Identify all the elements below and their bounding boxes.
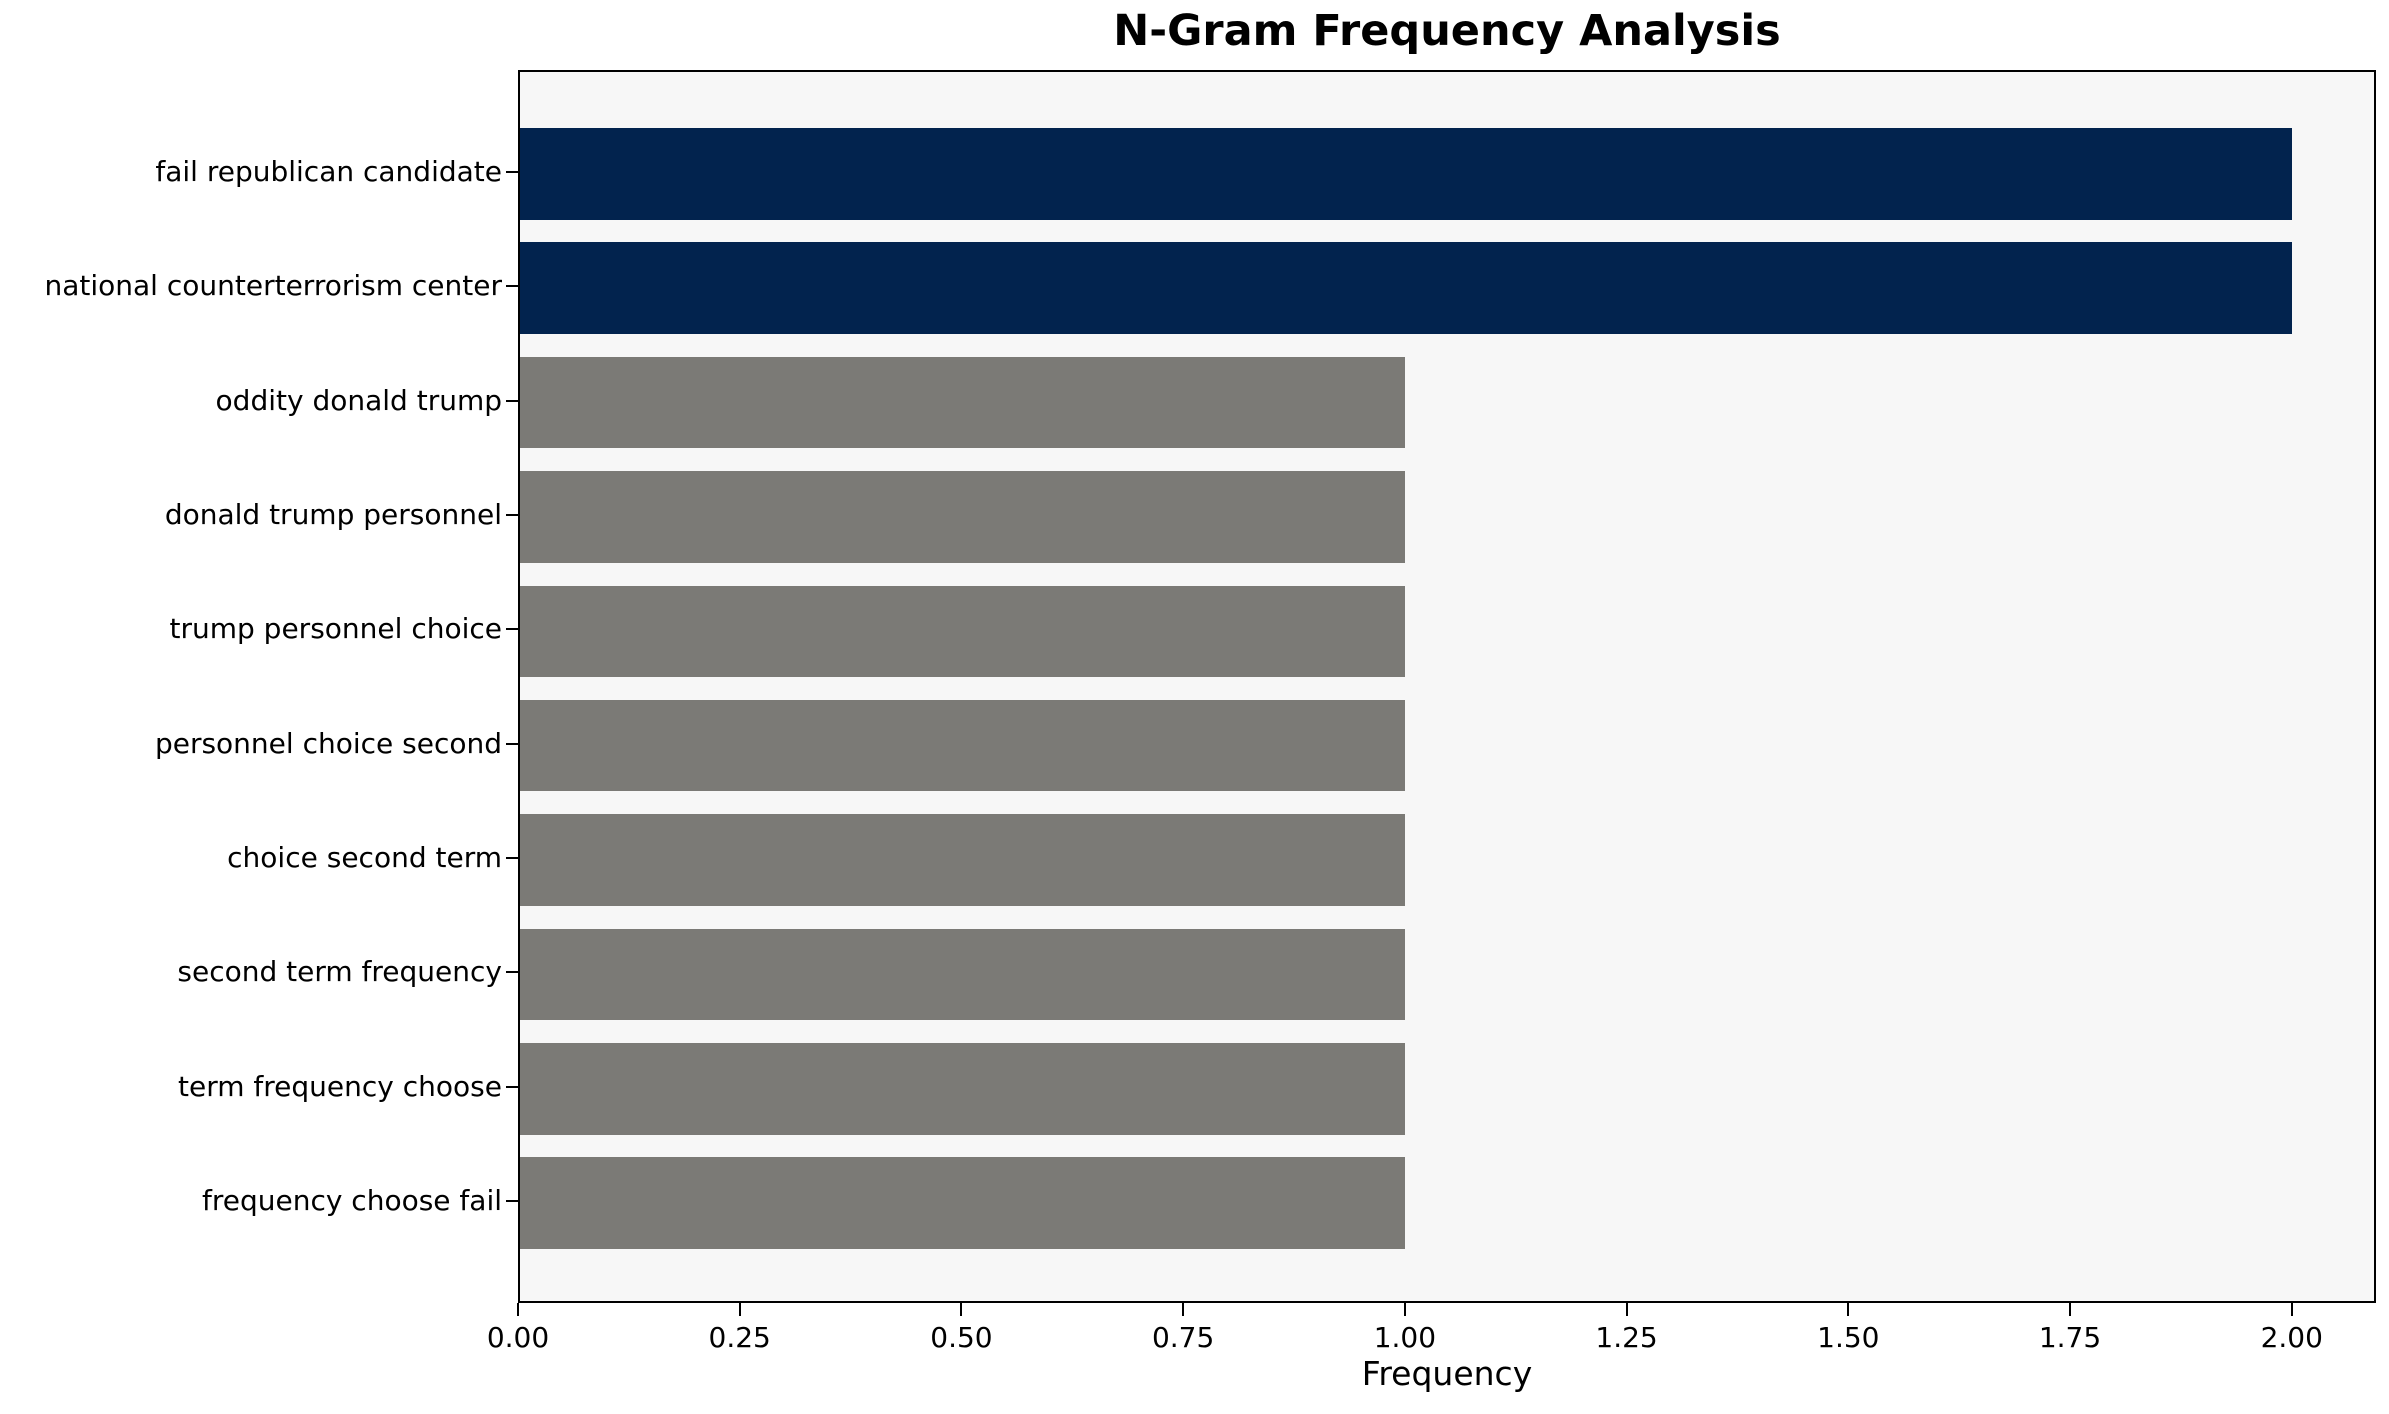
- y-tick-mark: [506, 628, 518, 631]
- category-label: term frequency choose: [178, 1069, 502, 1103]
- bar: [520, 928, 1405, 1021]
- category-label: second term frequency: [177, 955, 502, 989]
- bar: [520, 1157, 1405, 1249]
- category-label: fail republican candidate: [155, 154, 502, 188]
- category-label: oddity donald trump: [215, 383, 502, 417]
- bar: [520, 699, 1405, 792]
- y-tick-mark: [506, 742, 518, 745]
- bar: [520, 1043, 1405, 1135]
- category-label: frequency choose fail: [201, 1184, 502, 1218]
- y-tick-mark: [506, 399, 518, 402]
- x-tick-mark: [1403, 1303, 1406, 1316]
- bar: [520, 471, 1405, 563]
- category-label: trump personnel choice: [169, 612, 503, 646]
- x-tick-label: 0.25: [708, 1321, 771, 1354]
- category-label: personnel choice second: [154, 726, 502, 760]
- category-label: choice second term: [227, 841, 502, 875]
- x-tick-label: 0.50: [930, 1321, 993, 1354]
- x-tick-label: 1.00: [1373, 1321, 1437, 1354]
- plot-area: [518, 70, 2376, 1303]
- bar: [520, 585, 1405, 678]
- category-label: donald trump personnel: [164, 497, 502, 531]
- bar: [520, 814, 1405, 906]
- y-tick-mark: [506, 857, 518, 860]
- x-tick-mark: [738, 1303, 741, 1316]
- bar: [520, 356, 1405, 449]
- x-tick-mark: [517, 1303, 519, 1316]
- y-tick-mark: [506, 1085, 518, 1088]
- x-tick-mark: [1182, 1303, 1185, 1316]
- x-tick-label: 0.00: [486, 1321, 550, 1354]
- bar: [520, 128, 2292, 220]
- x-tick-mark: [960, 1303, 963, 1316]
- x-tick-label: 0.75: [1151, 1321, 1215, 1354]
- x-tick-label: 1.25: [1595, 1321, 1658, 1354]
- chart-title: N-Gram Frequency Analysis: [1113, 6, 1781, 56]
- x-tick-label: 2.00: [2260, 1321, 2323, 1354]
- x-tick-mark: [2069, 1303, 2072, 1316]
- bar: [520, 242, 2292, 334]
- x-tick-label: 1.75: [2038, 1321, 2102, 1354]
- x-tick-mark: [1625, 1303, 1628, 1316]
- x-tick-mark: [1847, 1303, 1850, 1316]
- y-tick-mark: [506, 513, 518, 516]
- x-axis-title: Frequency: [1361, 1354, 1533, 1393]
- y-tick-mark: [506, 971, 518, 974]
- y-tick-mark: [506, 285, 518, 288]
- y-tick-mark: [506, 1200, 518, 1203]
- category-label: national counterterrorism center: [44, 269, 502, 303]
- x-tick-label: 1.50: [1817, 1321, 1880, 1354]
- x-tick-mark: [2290, 1303, 2293, 1316]
- y-tick-mark: [506, 170, 518, 173]
